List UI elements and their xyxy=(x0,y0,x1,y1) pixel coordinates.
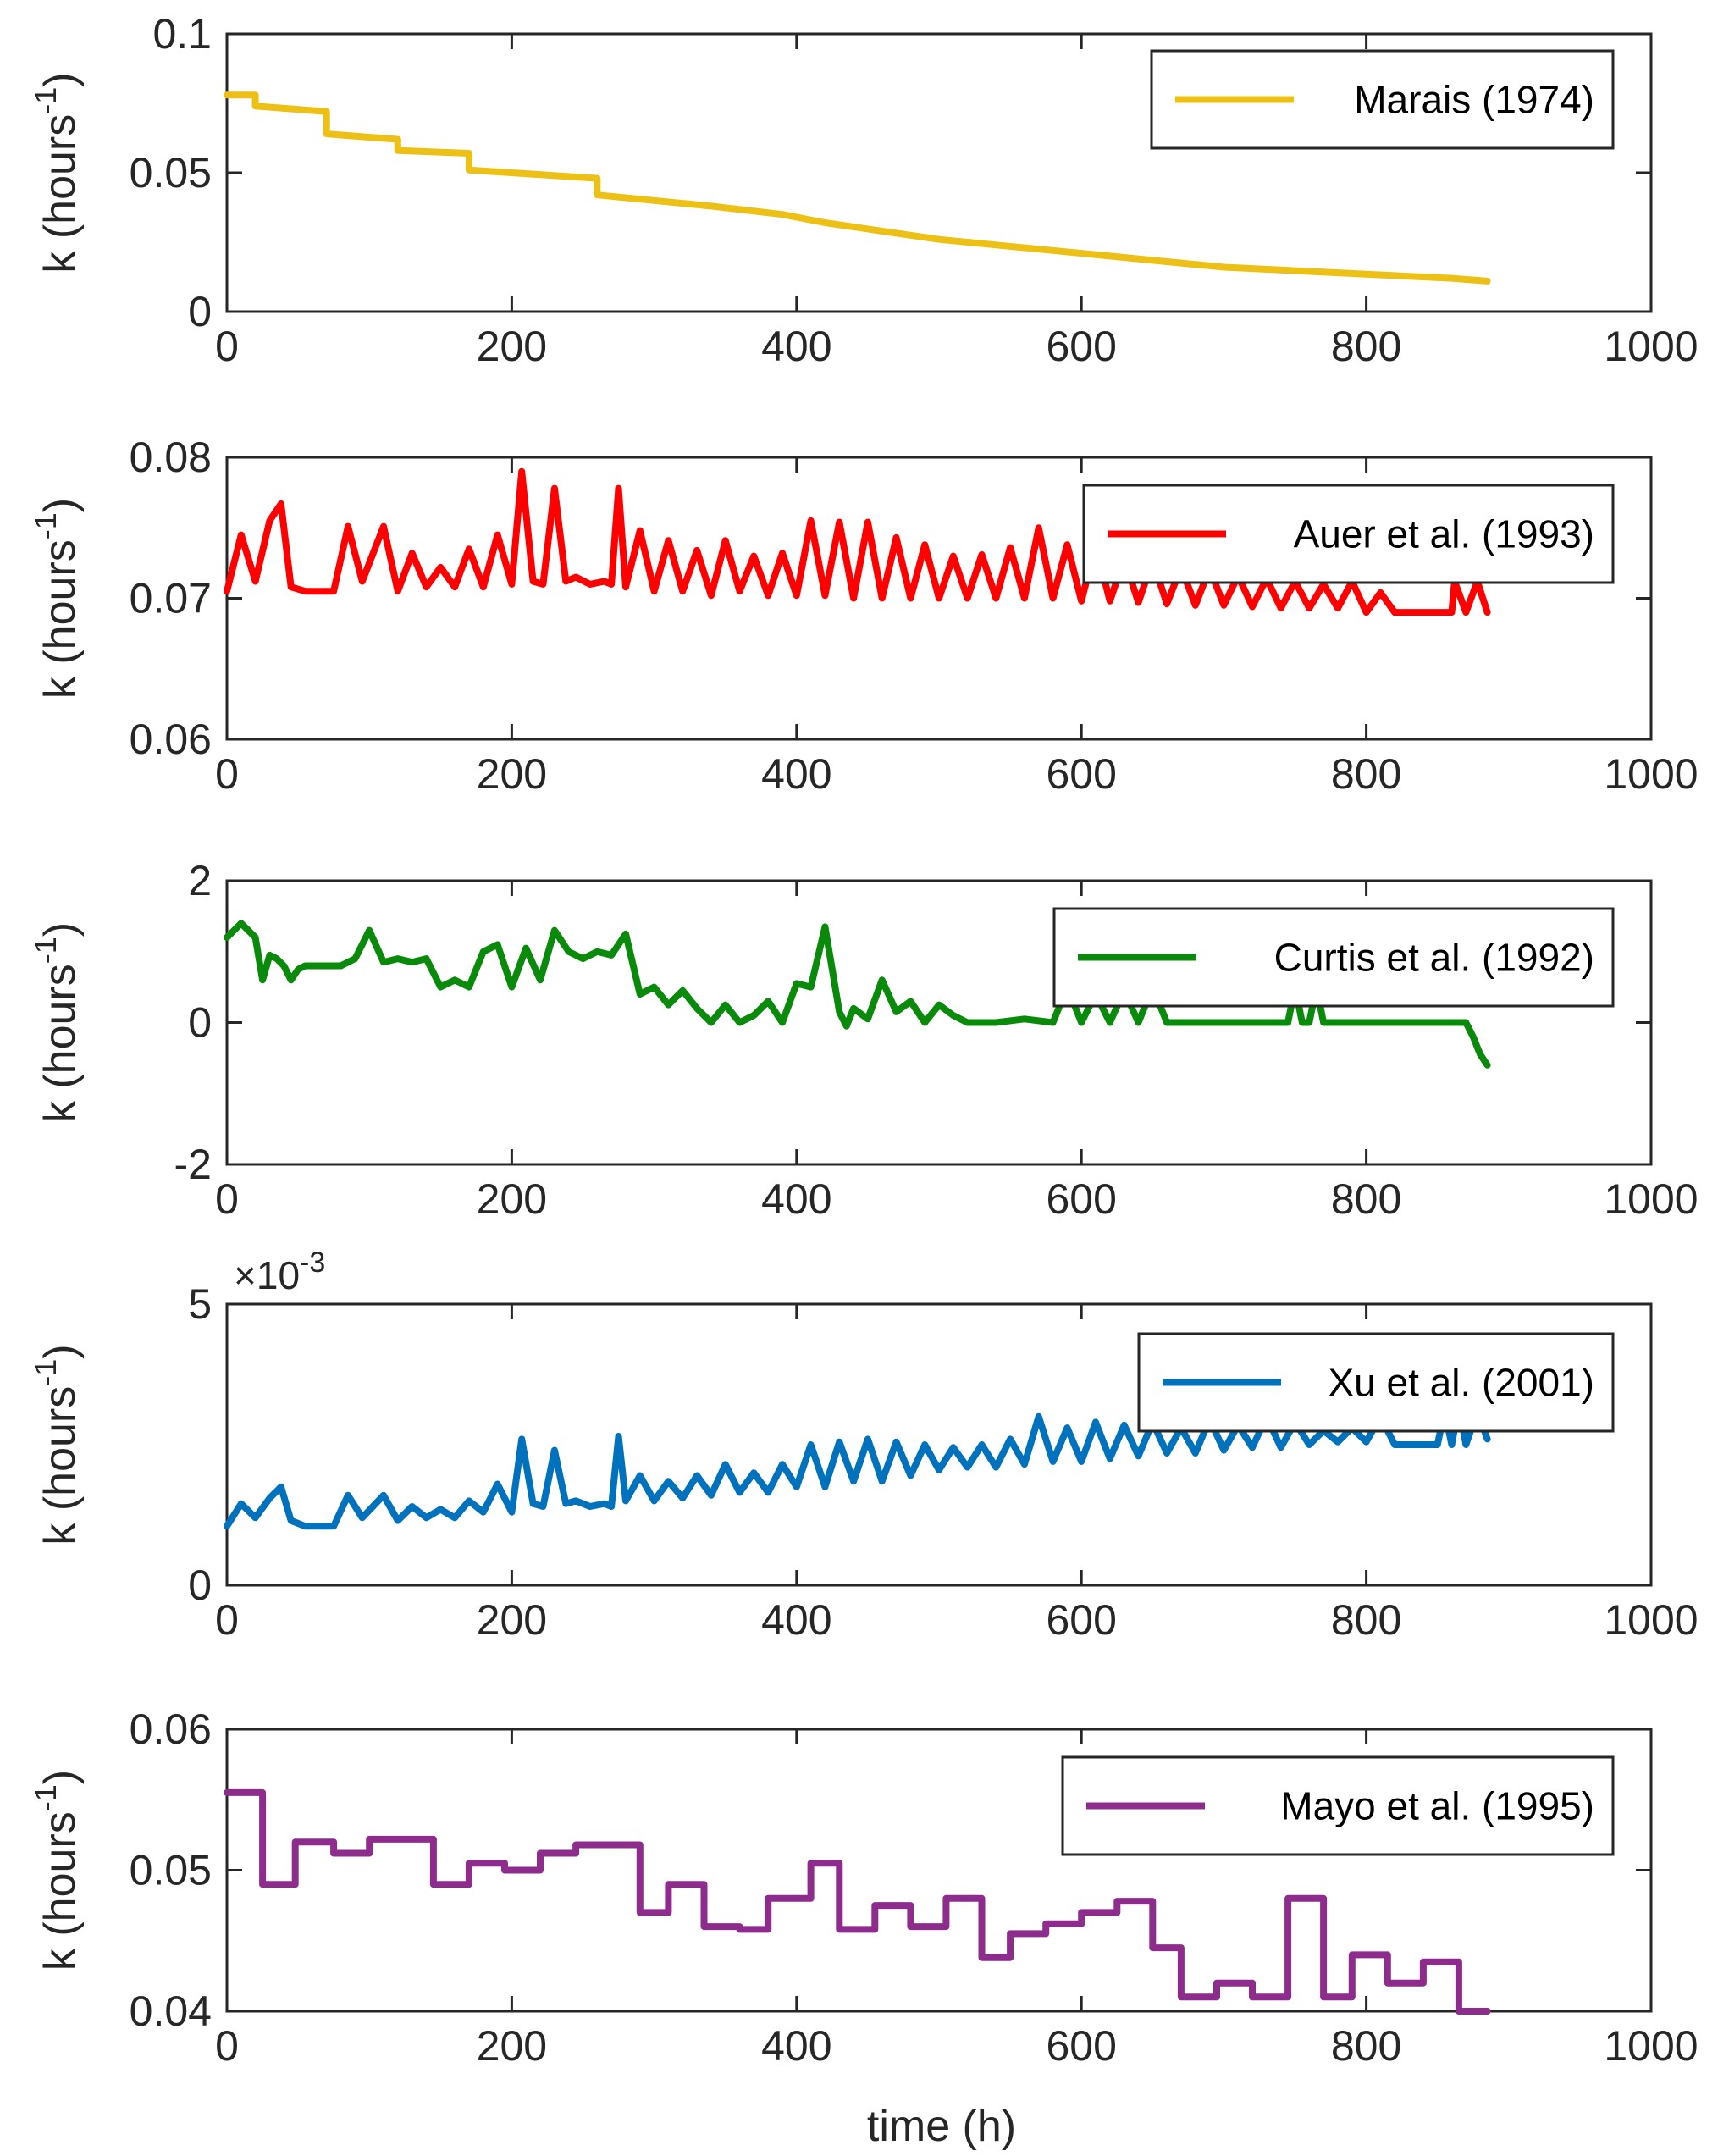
legend-label: Xu et al. (2001) xyxy=(1328,1361,1594,1405)
y-axis-label-close: ) xyxy=(36,1344,85,1358)
y-tick-label: 0.05 xyxy=(130,1847,212,1894)
x-tick-label: 400 xyxy=(761,323,831,370)
legend-label: Marais (1974) xyxy=(1354,78,1594,122)
y-tick-label: -2 xyxy=(174,1141,212,1188)
y-axis-exponent-base: ×10 xyxy=(234,1253,300,1297)
y-axis-label-text: k (hours xyxy=(36,1811,85,1971)
x-tick-label: 400 xyxy=(761,1596,831,1644)
y-axis-label-superscript: -1 xyxy=(28,937,63,964)
x-tick-label: 200 xyxy=(477,750,547,798)
x-tick-label: 800 xyxy=(1331,1596,1401,1644)
y-tick-label: 5 xyxy=(188,1280,212,1328)
x-tick-label: 200 xyxy=(477,1175,547,1223)
x-tick-label: 400 xyxy=(761,750,831,798)
y-axis-exponent-power: -3 xyxy=(300,1247,325,1279)
x-tick-label: 800 xyxy=(1331,2022,1401,2070)
legend-label: Auer et al. (1993) xyxy=(1294,512,1594,556)
series-line-auer-et-al-1993 xyxy=(224,467,1491,616)
y-axis-label-close: ) xyxy=(36,1770,85,1784)
x-axis-label: time (h) xyxy=(867,2102,1016,2151)
series-line-xu-et-al-2001 xyxy=(224,1401,1491,1530)
x-tick-label: 1000 xyxy=(1604,323,1698,370)
y-axis-label-text: k (hours xyxy=(36,114,85,274)
x-tick-label: 0 xyxy=(215,1596,239,1644)
x-tick-label: 400 xyxy=(761,2022,831,2070)
y-tick-label: 2 xyxy=(188,857,212,904)
y-axis-label-superscript: -1 xyxy=(28,512,63,539)
x-tick-label: 800 xyxy=(1331,1175,1401,1223)
x-tick-label: 1000 xyxy=(1604,2022,1698,2070)
y-axis-label-text: k (hours xyxy=(36,964,85,1123)
y-tick-label: 0 xyxy=(188,999,212,1047)
y-axis-label-superscript: -1 xyxy=(28,1784,63,1811)
y-axis-label-superscript: -1 xyxy=(28,1359,63,1386)
x-tick-label: 600 xyxy=(1046,1175,1116,1223)
legend-label: Curtis et al. (1992) xyxy=(1274,936,1594,980)
x-tick-label: 600 xyxy=(1046,1596,1116,1644)
y-tick-label: 0.04 xyxy=(130,1987,212,2035)
y-axis-label: k (hours-1) xyxy=(28,1770,85,1971)
y-axis-label: k (hours-1) xyxy=(28,72,85,273)
x-tick-label: 1000 xyxy=(1604,1596,1698,1644)
series-line-marais-1974 xyxy=(224,91,1491,285)
y-tick-label: 0.1 xyxy=(152,10,212,58)
y-axis-label-text: k (hours xyxy=(36,539,85,699)
y-axis-label-close: ) xyxy=(36,922,85,937)
x-tick-label: 600 xyxy=(1046,2022,1116,2070)
x-tick-label: 600 xyxy=(1046,323,1116,370)
y-tick-label: 0 xyxy=(188,288,212,335)
x-tick-label: 800 xyxy=(1331,323,1401,370)
x-tick-label: 0 xyxy=(215,750,239,798)
x-tick-label: 800 xyxy=(1331,750,1401,798)
x-tick-label: 200 xyxy=(477,323,547,370)
x-tick-label: 1000 xyxy=(1604,1175,1698,1223)
y-tick-label: 0.06 xyxy=(130,716,212,763)
x-tick-label: 400 xyxy=(761,1175,831,1223)
y-axis-label-close: ) xyxy=(36,498,85,512)
legend-box xyxy=(1137,1332,1615,1433)
x-tick-label: 200 xyxy=(477,2022,547,2070)
x-tick-label: 0 xyxy=(215,1175,239,1223)
y-axis-label: k (hours-1) xyxy=(28,922,85,1123)
y-axis-exponent: ×10-3 xyxy=(234,1247,325,1297)
series-line-mayo-et-al-1995 xyxy=(224,1788,1491,2015)
y-axis-label: k (hours-1) xyxy=(28,1344,85,1545)
x-tick-label: 1000 xyxy=(1604,750,1698,798)
x-tick-label: 600 xyxy=(1046,750,1116,798)
legend-label: Mayo et al. (1995) xyxy=(1280,1784,1594,1828)
y-tick-label: 0.08 xyxy=(130,434,212,481)
y-axis-label: k (hours-1) xyxy=(28,498,85,699)
y-tick-label: 0.07 xyxy=(130,575,212,622)
y-axis-label-superscript: -1 xyxy=(28,87,63,114)
x-tick-label: 200 xyxy=(477,1596,547,1644)
x-tick-label: 0 xyxy=(215,323,239,370)
y-tick-label: 0 xyxy=(188,1562,212,1609)
y-tick-label: 0.05 xyxy=(130,149,212,196)
y-tick-label: 0.06 xyxy=(130,1705,212,1753)
x-tick-label: 0 xyxy=(215,2022,239,2070)
y-axis-label-text: k (hours xyxy=(36,1386,85,1545)
y-axis-label-close: ) xyxy=(36,72,85,86)
